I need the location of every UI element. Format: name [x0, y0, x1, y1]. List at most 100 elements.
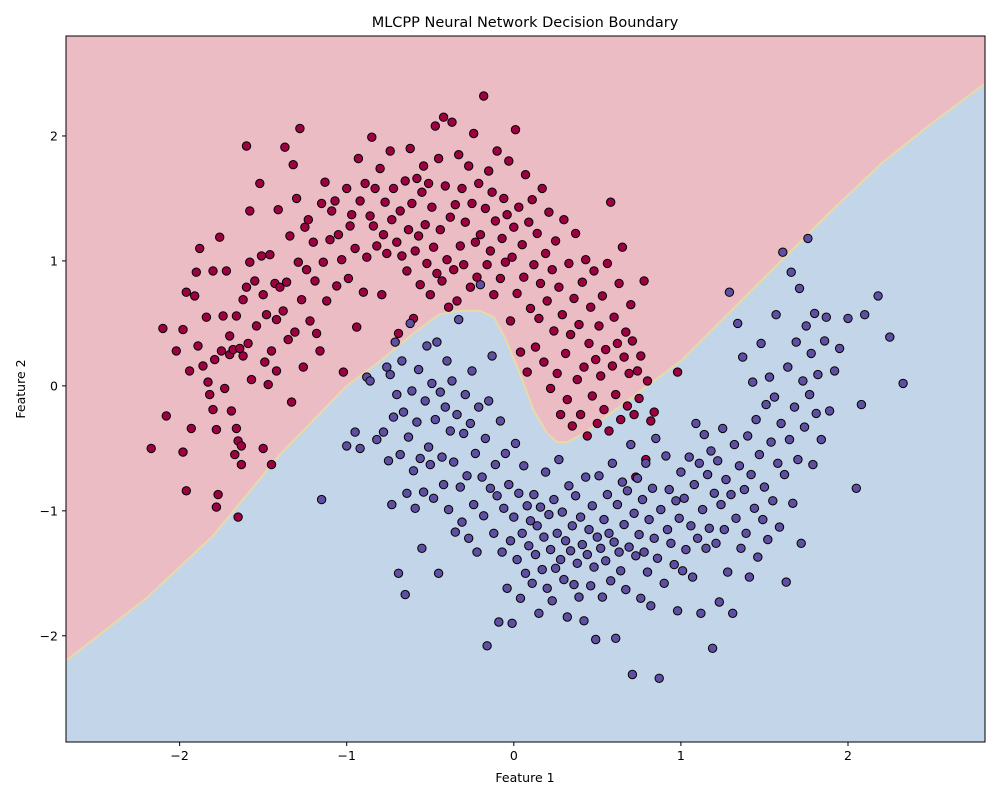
data-point-class-1 — [616, 566, 626, 576]
data-point-class-0 — [584, 338, 594, 349]
data-point-class-0 — [592, 418, 602, 429]
data-point-class-0 — [464, 161, 474, 171]
data-point-class-1 — [589, 562, 599, 572]
data-point-class-0 — [350, 243, 360, 254]
data-point-class-0 — [617, 242, 628, 252]
data-point-class-0 — [342, 183, 352, 194]
data-point-class-0 — [215, 232, 225, 242]
data-point-class-0 — [208, 404, 218, 415]
data-point-class-1 — [422, 341, 432, 351]
data-point-class-0 — [423, 178, 434, 189]
data-point-class-1 — [602, 489, 613, 500]
chart-title: MLCPP Neural Network Decision Boundary — [372, 15, 679, 31]
data-point-class-0 — [400, 176, 410, 186]
data-point-class-0 — [403, 225, 414, 235]
data-point-class-0 — [291, 193, 302, 204]
data-point-class-0 — [514, 202, 524, 212]
data-point-class-0 — [402, 266, 412, 276]
data-point-class-0 — [460, 217, 470, 227]
data-point-class-0 — [210, 354, 220, 365]
data-point-class-1 — [484, 396, 494, 406]
data-point-class-1 — [898, 378, 908, 389]
data-point-class-1 — [834, 343, 845, 354]
data-point-class-0 — [255, 178, 265, 189]
x-tick-label: −1 — [337, 748, 355, 763]
data-point-class-1 — [856, 399, 867, 410]
data-point-class-1 — [392, 389, 402, 400]
data-point-class-0 — [273, 205, 283, 215]
data-point-class-1 — [794, 283, 805, 294]
data-point-class-1 — [611, 633, 621, 643]
data-point-class-0 — [195, 243, 205, 254]
data-point-class-0 — [482, 260, 492, 270]
data-point-class-1 — [723, 567, 733, 577]
data-point-class-0 — [534, 313, 544, 324]
data-point-class-1 — [661, 451, 671, 461]
data-point-class-0 — [552, 368, 562, 379]
data-point-class-0 — [370, 183, 380, 194]
data-point-class-0 — [365, 211, 375, 221]
data-point-class-0 — [256, 251, 267, 261]
data-point-class-0 — [238, 351, 248, 361]
data-point-class-0 — [554, 282, 564, 292]
data-point-class-1 — [502, 583, 512, 593]
data-point-class-0 — [582, 431, 592, 441]
data-point-class-1 — [482, 641, 492, 651]
data-point-class-1 — [766, 437, 776, 447]
data-point-class-0 — [472, 272, 482, 282]
data-point-class-1 — [753, 552, 763, 562]
data-point-class-0 — [300, 222, 310, 232]
data-point-class-0 — [649, 407, 659, 417]
data-point-class-1 — [591, 634, 601, 645]
data-point-class-1 — [420, 396, 430, 406]
data-point-class-1 — [577, 539, 587, 550]
data-point-class-0 — [442, 255, 452, 265]
data-point-class-1 — [774, 522, 785, 532]
data-point-class-0 — [278, 306, 288, 316]
data-point-class-1 — [555, 554, 566, 565]
data-point-class-1 — [771, 310, 781, 320]
data-point-class-0 — [427, 202, 437, 212]
data-point-class-0 — [178, 447, 188, 457]
data-point-class-1 — [612, 499, 623, 510]
y-axis: −2 −1 0 1 2 — [40, 128, 66, 643]
data-point-class-1 — [507, 618, 517, 628]
data-point-class-1 — [721, 474, 731, 485]
data-point-class-0 — [609, 312, 619, 322]
data-point-class-0 — [245, 206, 255, 216]
x-tick-label: −2 — [170, 748, 188, 763]
data-point-class-1 — [470, 448, 481, 459]
data-point-class-0 — [211, 424, 222, 435]
data-point-class-1 — [662, 524, 673, 535]
data-point-class-1 — [681, 544, 691, 555]
data-point-class-0 — [263, 379, 273, 390]
data-point-class-0 — [288, 160, 298, 170]
data-point-class-1 — [672, 606, 683, 616]
data-point-class-1 — [587, 501, 597, 511]
data-point-class-0 — [205, 389, 215, 400]
data-point-class-1 — [372, 434, 382, 445]
data-point-class-1 — [773, 458, 783, 468]
data-point-class-1 — [746, 469, 756, 480]
decision-region-class-0 — [66, 36, 985, 661]
data-point-class-1 — [450, 527, 460, 537]
data-point-class-1 — [654, 673, 664, 683]
data-point-class-0 — [607, 361, 618, 371]
data-point-class-0 — [213, 489, 223, 500]
data-point-class-0 — [362, 252, 372, 262]
data-point-class-0 — [634, 393, 644, 404]
data-point-class-1 — [442, 356, 452, 366]
data-point-class-1 — [809, 308, 820, 319]
data-point-class-0 — [555, 409, 566, 420]
data-point-class-0 — [241, 282, 252, 292]
data-point-class-0 — [539, 357, 549, 367]
data-point-class-1 — [764, 372, 775, 382]
data-point-class-1 — [535, 502, 546, 512]
data-point-class-1 — [677, 566, 688, 576]
data-point-class-0 — [557, 310, 567, 320]
data-point-class-0 — [415, 280, 425, 290]
data-point-class-0 — [236, 459, 247, 470]
data-point-class-0 — [597, 291, 608, 301]
data-point-class-0 — [281, 277, 292, 287]
data-point-class-1 — [791, 337, 801, 347]
